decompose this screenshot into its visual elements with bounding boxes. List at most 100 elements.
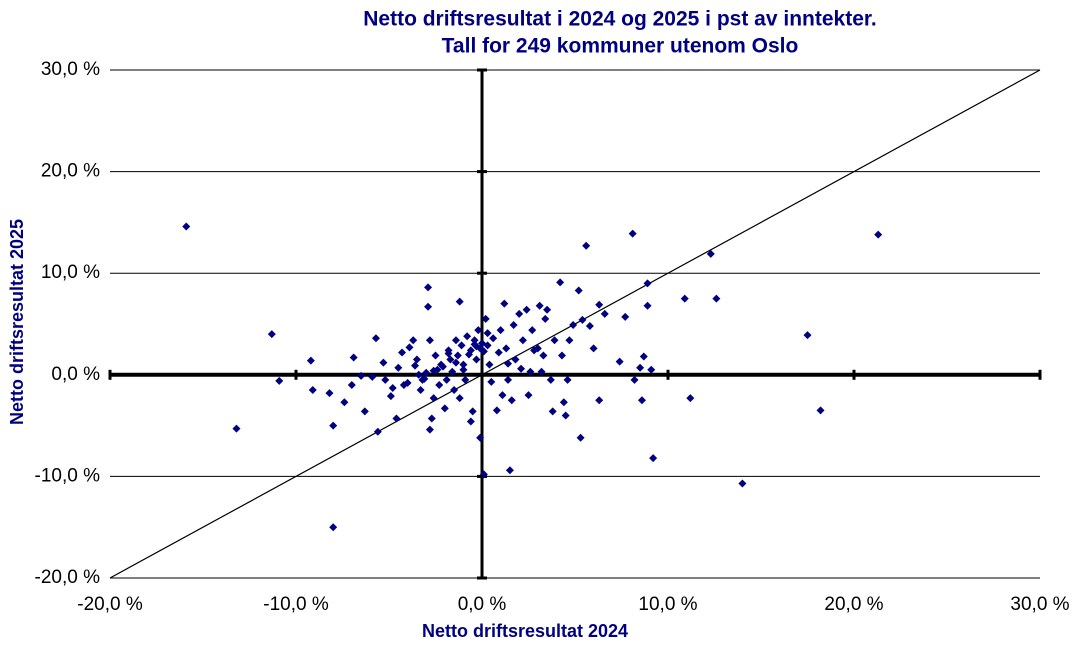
point — [424, 302, 433, 311]
point — [438, 362, 447, 371]
point — [487, 377, 496, 386]
point — [492, 406, 501, 415]
point — [485, 360, 494, 369]
point — [563, 375, 572, 384]
point — [453, 351, 462, 360]
point — [528, 326, 537, 335]
point — [615, 357, 624, 366]
point — [357, 371, 366, 380]
point — [379, 358, 388, 367]
point — [422, 368, 431, 377]
point — [478, 339, 486, 348]
point — [464, 350, 473, 359]
point — [507, 396, 516, 405]
y-axis-label: Netto driftsresultat 2025 — [7, 219, 27, 425]
point — [680, 294, 689, 303]
point — [232, 424, 241, 433]
point — [504, 375, 513, 384]
point — [498, 391, 507, 400]
point — [403, 378, 412, 387]
point — [712, 294, 721, 303]
point — [468, 407, 477, 416]
point — [496, 326, 505, 335]
point — [182, 222, 191, 231]
point — [431, 351, 440, 360]
point — [543, 305, 552, 314]
x-tick-label: -20,0 % — [77, 594, 143, 615]
point — [459, 365, 468, 374]
point — [414, 370, 423, 379]
y-tick-label: -10,0 % — [35, 465, 101, 486]
point — [463, 332, 472, 341]
point — [435, 380, 444, 389]
point — [539, 351, 548, 360]
point — [450, 386, 459, 395]
point — [455, 394, 464, 403]
point — [420, 374, 429, 383]
point — [275, 376, 284, 385]
point — [582, 241, 591, 250]
point — [470, 340, 479, 349]
chart-subtitle: Tall for 249 kommuner utenom Oslo — [442, 35, 799, 58]
point — [643, 279, 652, 288]
point — [816, 406, 825, 415]
point — [481, 314, 490, 323]
point — [340, 398, 349, 407]
point — [479, 470, 488, 479]
point — [649, 454, 658, 463]
point — [522, 305, 531, 314]
y-tick-label: 0,0 % — [51, 364, 100, 385]
point — [466, 417, 475, 426]
point — [349, 353, 358, 362]
point — [416, 386, 425, 395]
point — [574, 286, 583, 295]
point — [546, 375, 555, 384]
point — [325, 389, 334, 398]
point — [451, 336, 460, 345]
point — [425, 336, 434, 345]
point — [556, 278, 565, 287]
point — [569, 321, 578, 330]
point — [308, 386, 317, 395]
point — [578, 315, 587, 324]
point — [537, 367, 546, 376]
x-tick-label: 10,0 % — [638, 594, 697, 615]
point — [329, 421, 338, 430]
point — [329, 523, 338, 532]
point — [643, 301, 652, 310]
x-axis-label: Netto driftsresultat 2024 — [422, 621, 628, 641]
x-tick-label: 0,0 % — [458, 594, 507, 615]
point — [595, 300, 604, 309]
point — [381, 375, 390, 384]
y-tick-label: -20,0 % — [35, 567, 101, 588]
point — [647, 365, 656, 374]
point — [494, 348, 503, 357]
point — [442, 375, 451, 384]
y-tick-label: 30,0 % — [41, 59, 100, 80]
point — [411, 361, 420, 370]
point — [526, 367, 535, 376]
point — [621, 312, 630, 321]
point — [472, 355, 481, 364]
point — [548, 407, 557, 416]
point — [405, 343, 414, 352]
point — [561, 411, 570, 420]
point — [427, 414, 436, 423]
point — [461, 375, 470, 384]
point — [444, 349, 453, 358]
point — [600, 309, 609, 318]
point — [459, 360, 468, 369]
point — [535, 301, 544, 310]
x-tick-label: 30,0 % — [1010, 594, 1069, 615]
point — [589, 344, 598, 353]
point — [557, 351, 566, 360]
point — [576, 433, 585, 442]
point — [457, 341, 466, 350]
point — [483, 329, 492, 338]
point — [500, 299, 509, 308]
point — [565, 336, 574, 345]
point — [738, 479, 747, 488]
point — [388, 384, 397, 393]
point — [686, 394, 695, 403]
